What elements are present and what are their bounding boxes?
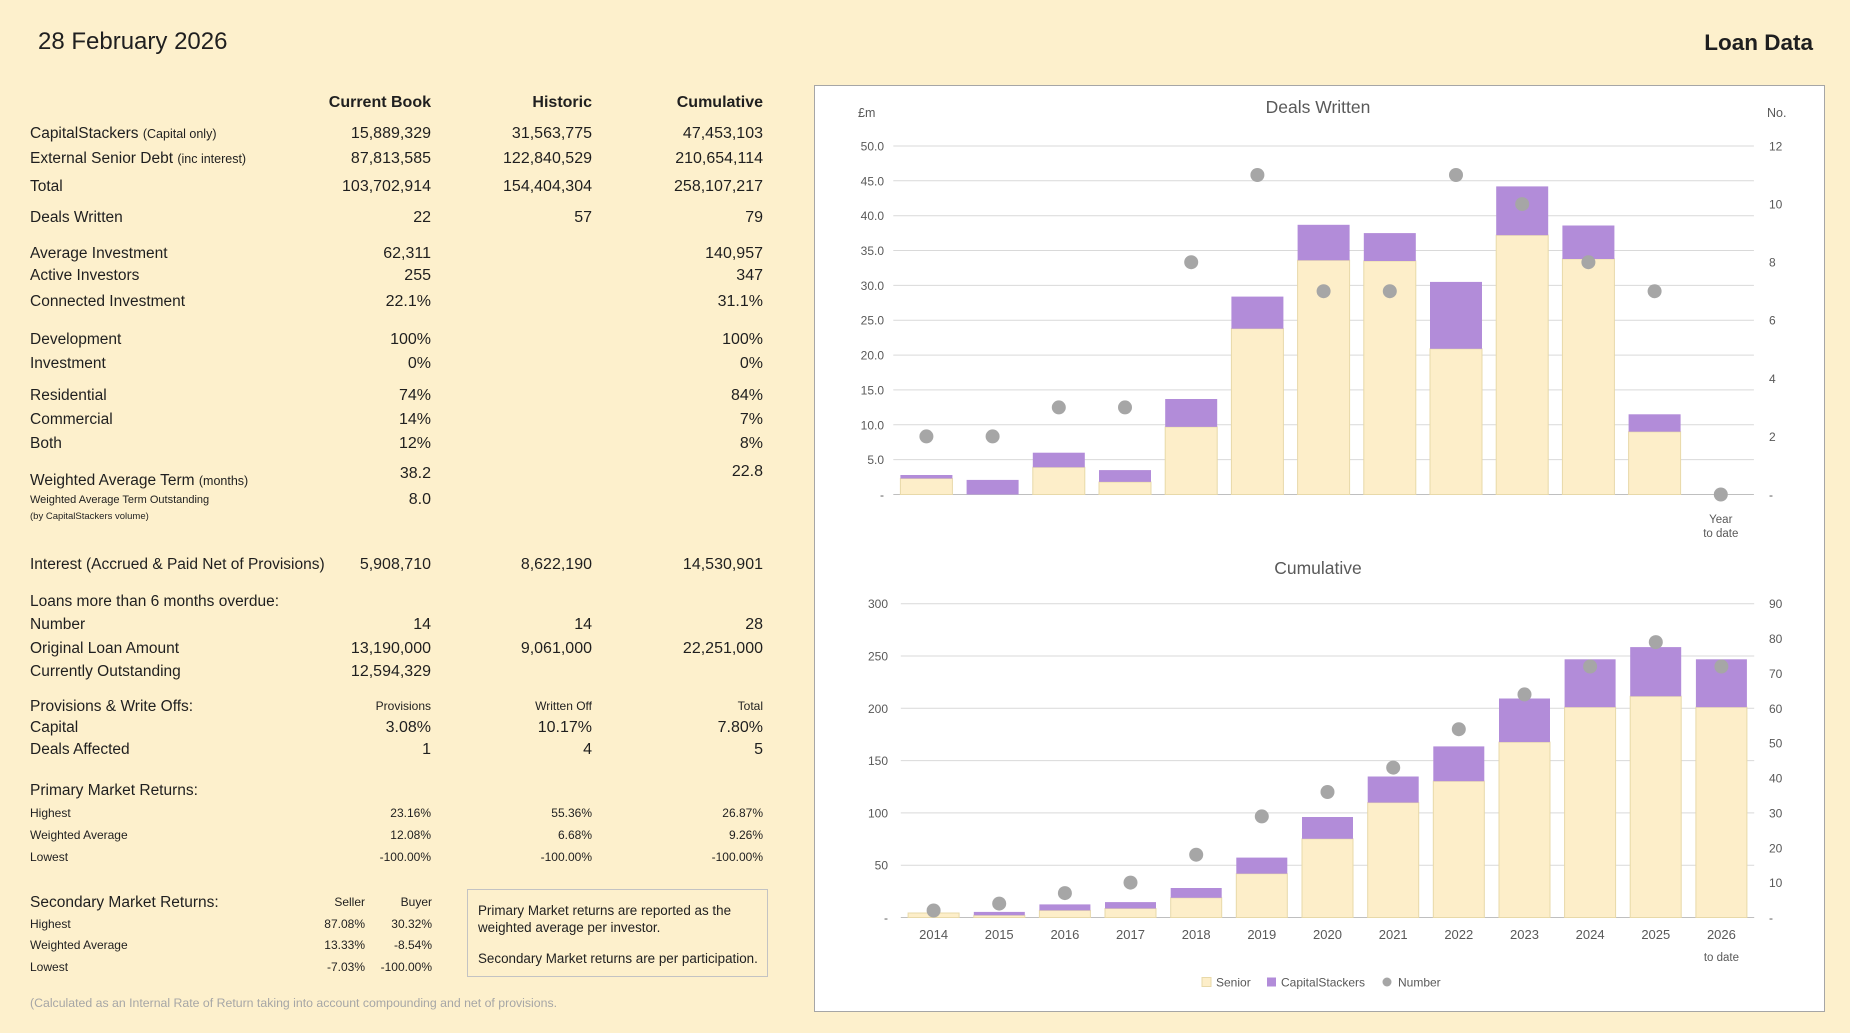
svg-text:8: 8 bbox=[1769, 256, 1776, 270]
svg-text:CapitalStackers: CapitalStackers bbox=[1281, 976, 1365, 990]
svg-text:to date: to date bbox=[1704, 952, 1739, 964]
svg-text:25.0: 25.0 bbox=[861, 314, 885, 328]
svg-text:2018: 2018 bbox=[1182, 927, 1211, 942]
svg-text:2026: 2026 bbox=[1707, 927, 1736, 942]
svg-text:-: - bbox=[1769, 911, 1773, 925]
svg-text:15.0: 15.0 bbox=[861, 383, 885, 397]
svg-text:2021: 2021 bbox=[1379, 927, 1408, 942]
svg-text:10: 10 bbox=[1769, 198, 1783, 212]
svg-text:45.0: 45.0 bbox=[861, 174, 885, 188]
svg-text:50.0: 50.0 bbox=[861, 140, 885, 154]
svg-text:20: 20 bbox=[1769, 841, 1783, 855]
svg-text:10.0: 10.0 bbox=[861, 418, 885, 432]
svg-text:6: 6 bbox=[1769, 314, 1776, 328]
svg-text:2022: 2022 bbox=[1444, 927, 1473, 942]
svg-text:50: 50 bbox=[1769, 737, 1783, 751]
svg-text:2020: 2020 bbox=[1313, 927, 1342, 942]
svg-text:2019: 2019 bbox=[1247, 927, 1276, 942]
svg-text:12: 12 bbox=[1769, 140, 1783, 154]
svg-text:2024: 2024 bbox=[1576, 927, 1605, 942]
svg-text:10: 10 bbox=[1769, 876, 1783, 890]
svg-text:30: 30 bbox=[1769, 806, 1783, 820]
svg-text:4: 4 bbox=[1769, 372, 1776, 386]
svg-text:40.0: 40.0 bbox=[861, 209, 885, 223]
svg-text:100: 100 bbox=[868, 806, 888, 820]
svg-text:2017: 2017 bbox=[1116, 927, 1145, 942]
svg-text:250: 250 bbox=[868, 650, 888, 664]
svg-text:Senior: Senior bbox=[1216, 976, 1251, 990]
svg-text:2023: 2023 bbox=[1510, 927, 1539, 942]
svg-text:90: 90 bbox=[1769, 597, 1783, 611]
svg-text:2014: 2014 bbox=[919, 927, 948, 942]
svg-text:2025: 2025 bbox=[1641, 927, 1670, 942]
svg-text:35.0: 35.0 bbox=[861, 244, 885, 258]
svg-text:60: 60 bbox=[1769, 702, 1783, 716]
svg-text:Cumulative: Cumulative bbox=[1274, 558, 1362, 578]
svg-text:30.0: 30.0 bbox=[861, 279, 885, 293]
svg-text:-: - bbox=[880, 488, 884, 502]
svg-text:50: 50 bbox=[875, 859, 889, 873]
svg-text:2: 2 bbox=[1769, 430, 1776, 444]
svg-text:2015: 2015 bbox=[985, 927, 1014, 942]
svg-text:300: 300 bbox=[868, 597, 888, 611]
svg-text:150: 150 bbox=[868, 754, 888, 768]
svg-text:200: 200 bbox=[868, 702, 888, 716]
svg-text:Deals Written: Deals Written bbox=[1266, 97, 1371, 117]
svg-text:80: 80 bbox=[1769, 632, 1783, 646]
svg-text:£m: £m bbox=[858, 106, 875, 120]
svg-text:Number: Number bbox=[1398, 976, 1441, 990]
svg-text:Year: Year bbox=[1709, 514, 1732, 526]
svg-text:40: 40 bbox=[1769, 772, 1783, 786]
svg-text:70: 70 bbox=[1769, 667, 1783, 681]
svg-text:No.: No. bbox=[1767, 106, 1786, 120]
svg-text:20.0: 20.0 bbox=[861, 349, 885, 363]
svg-text:to date: to date bbox=[1703, 528, 1738, 540]
svg-text:5.0: 5.0 bbox=[867, 453, 884, 467]
svg-text:-: - bbox=[884, 911, 888, 925]
svg-text:-: - bbox=[1769, 488, 1773, 502]
svg-text:2016: 2016 bbox=[1050, 927, 1079, 942]
